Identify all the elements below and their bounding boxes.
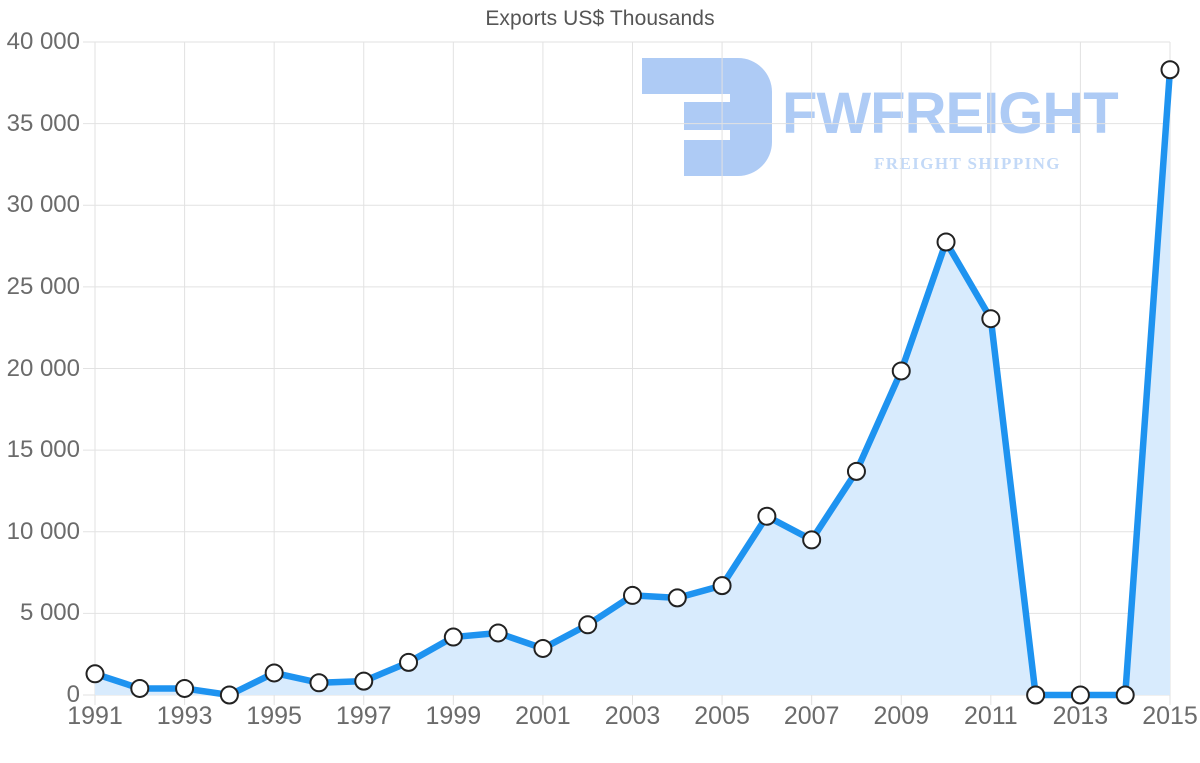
y-axis-tick-label: 25 000: [6, 272, 80, 300]
y-axis-tick-label: 15 000: [6, 436, 80, 464]
x-axis-tick-label: 1991: [67, 702, 123, 730]
y-axis-tick-label: 5 000: [19, 599, 80, 627]
data-markers: [85, 60, 1180, 705]
x-axis-tick-label: 2009: [873, 702, 930, 730]
y-axis-tick-label: 20 000: [6, 354, 80, 382]
x-axis-tick-label: 2003: [604, 702, 661, 730]
x-axis-tick-label: 2013: [1052, 702, 1109, 730]
x-axis-tick-label: 2007: [783, 702, 840, 730]
x-axis-tick-label: 2001: [515, 702, 571, 730]
y-axis-tick-label: 30 000: [6, 191, 80, 219]
y-axis-tick-label: 0: [66, 681, 80, 708]
y-axis-tick-label: 10 000: [6, 517, 80, 545]
y-axis-tick-label: 40 000: [6, 28, 80, 55]
x-axis-tick-label: 2011: [963, 702, 1018, 730]
y-axis-tick-label: 35 000: [6, 109, 80, 137]
chart-title: Exports US$ Thousands: [485, 7, 715, 30]
x-axis-tick-label: 2015: [1142, 702, 1198, 730]
x-axis-tick-label: 1999: [425, 702, 482, 730]
x-axis-tick-label: 1997: [335, 702, 392, 730]
x-axis-tick-label: 1995: [246, 702, 302, 730]
x-axis-tick-label: 2005: [694, 702, 750, 730]
x-axis-tick-label: 1993: [156, 702, 213, 730]
area-fill: [95, 69, 1170, 695]
